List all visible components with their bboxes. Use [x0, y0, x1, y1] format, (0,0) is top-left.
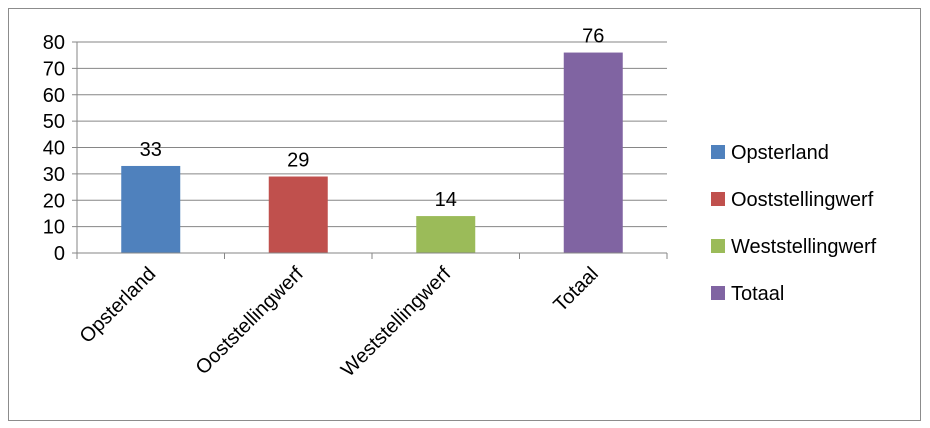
- y-tick-label: 70: [43, 58, 65, 80]
- data-labels: 33 29 14 76: [140, 26, 605, 212]
- y-tick-label: 40: [43, 138, 65, 160]
- y-tick-label: 20: [43, 190, 65, 212]
- x-tick-labels: Opsterland Ooststellingwerf Weststellingwe…: [76, 263, 603, 382]
- bar: [121, 165, 181, 253]
- bars: [121, 52, 623, 253]
- x-tick-label: Weststellingwerf: [337, 263, 456, 382]
- y-tick-label: 30: [43, 164, 65, 186]
- y-tick-label: 80: [43, 32, 65, 54]
- bar: [563, 52, 623, 253]
- x-tick-label: Totaal: [549, 263, 602, 316]
- x-tick-label: Opsterland: [76, 263, 161, 348]
- legend-label: Weststellingwerf: [731, 236, 877, 258]
- legend-swatch: [711, 192, 725, 206]
- legend-label: Totaal: [731, 283, 784, 305]
- y-tick-labels: 0 10 20 30 40 50 60 70 80: [43, 32, 65, 265]
- y-tick-label: 0: [54, 243, 65, 265]
- data-label: 14: [435, 189, 457, 211]
- data-label: 29: [287, 150, 309, 172]
- bar: [268, 176, 328, 253]
- data-label: 33: [140, 139, 162, 161]
- bar: [416, 216, 476, 253]
- axes: [72, 41, 668, 259]
- y-tick-label: 50: [43, 111, 65, 133]
- legend-label: Ooststellingwerf: [731, 189, 874, 211]
- data-label: 76: [582, 26, 604, 48]
- y-tick-label: 10: [43, 217, 65, 239]
- legend-swatch: [711, 145, 725, 159]
- legend-swatch: [711, 239, 725, 253]
- x-tick-label: Ooststellingwerf: [192, 263, 308, 379]
- legend-swatch: [711, 286, 725, 300]
- y-tick-label: 60: [43, 85, 65, 107]
- legend-label: Opsterland: [731, 142, 829, 164]
- legend: Opsterland Ooststellingwerf Weststellingwe…: [711, 142, 877, 305]
